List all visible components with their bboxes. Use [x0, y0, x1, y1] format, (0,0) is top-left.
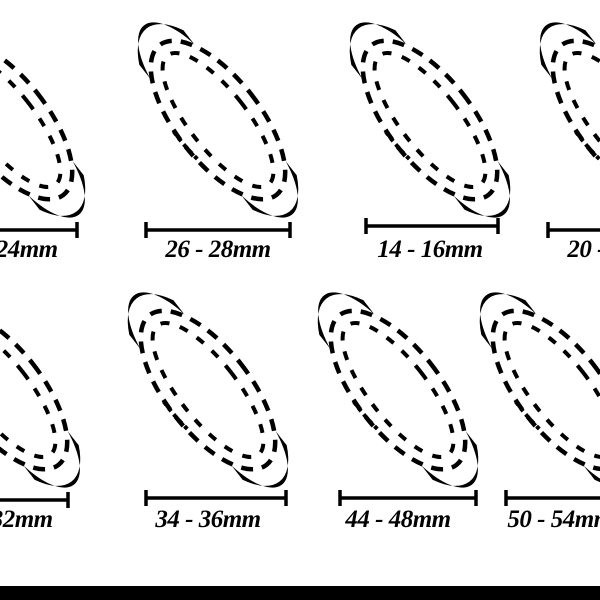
ring-size-label: 14 - 16mm: [377, 236, 483, 263]
tilted-ring-icon: [520, 20, 600, 220]
ring-size-label: 26 - 28mm: [165, 236, 271, 263]
tilted-ring-icon: [118, 20, 318, 220]
ring-size-label: 50 - 54mm: [507, 506, 600, 533]
bottom-edge-bar: [0, 586, 600, 600]
dimension-block: 44 - 48mm: [298, 486, 498, 576]
ring-size-cell: 22 - 24mm: [0, 20, 105, 310]
dimension-block: 34 - 36mm: [108, 486, 308, 576]
width-dimension-line: [460, 486, 600, 510]
width-dimension-line: [108, 486, 308, 510]
width-dimension-line: [520, 216, 600, 240]
dimension-block: 26 - 28mm: [118, 216, 318, 306]
tilted-ring-icon: [0, 20, 105, 220]
ring-size-cell: 30 - 32mm: [0, 290, 100, 580]
ring-size-cell: 14 - 16mm: [330, 20, 530, 310]
ring-size-label: 30 - 32mm: [0, 506, 53, 533]
ring-size-cell: 26 - 28mm: [118, 20, 318, 310]
dimension-block: 22 - 24mm: [0, 216, 105, 306]
ring-size-cell: 50 - 54mm: [460, 290, 600, 580]
ring-size-label: 22 - 24mm: [0, 236, 58, 263]
ring-size-label: 34 - 36mm: [155, 506, 261, 533]
dimension-block: 30 - 32mm: [0, 486, 100, 576]
dimension-block: 50 - 54mm: [460, 486, 600, 576]
tilted-ring-icon: [108, 290, 308, 490]
dimension-block: 14 - 16mm: [330, 216, 530, 306]
tilted-ring-icon: [330, 20, 530, 220]
ring-size-cell: 20 - 22mm: [520, 20, 600, 310]
ring-size-cell: 44 - 48mm: [298, 290, 498, 580]
width-dimension-line: [0, 216, 105, 240]
width-dimension-line: [298, 486, 498, 510]
width-dimension-line: [0, 486, 100, 510]
dimension-block: 20 - 22mm: [520, 216, 600, 306]
width-dimension-line: [330, 216, 530, 240]
ring-size-label: 44 - 48mm: [345, 506, 451, 533]
tilted-ring-icon: [298, 290, 498, 490]
width-dimension-line: [118, 216, 318, 240]
tilted-ring-icon: [460, 290, 600, 490]
ring-size-label: 20 - 22mm: [567, 236, 600, 263]
ring-size-cell: 34 - 36mm: [108, 290, 308, 580]
tilted-ring-icon: [0, 290, 100, 490]
